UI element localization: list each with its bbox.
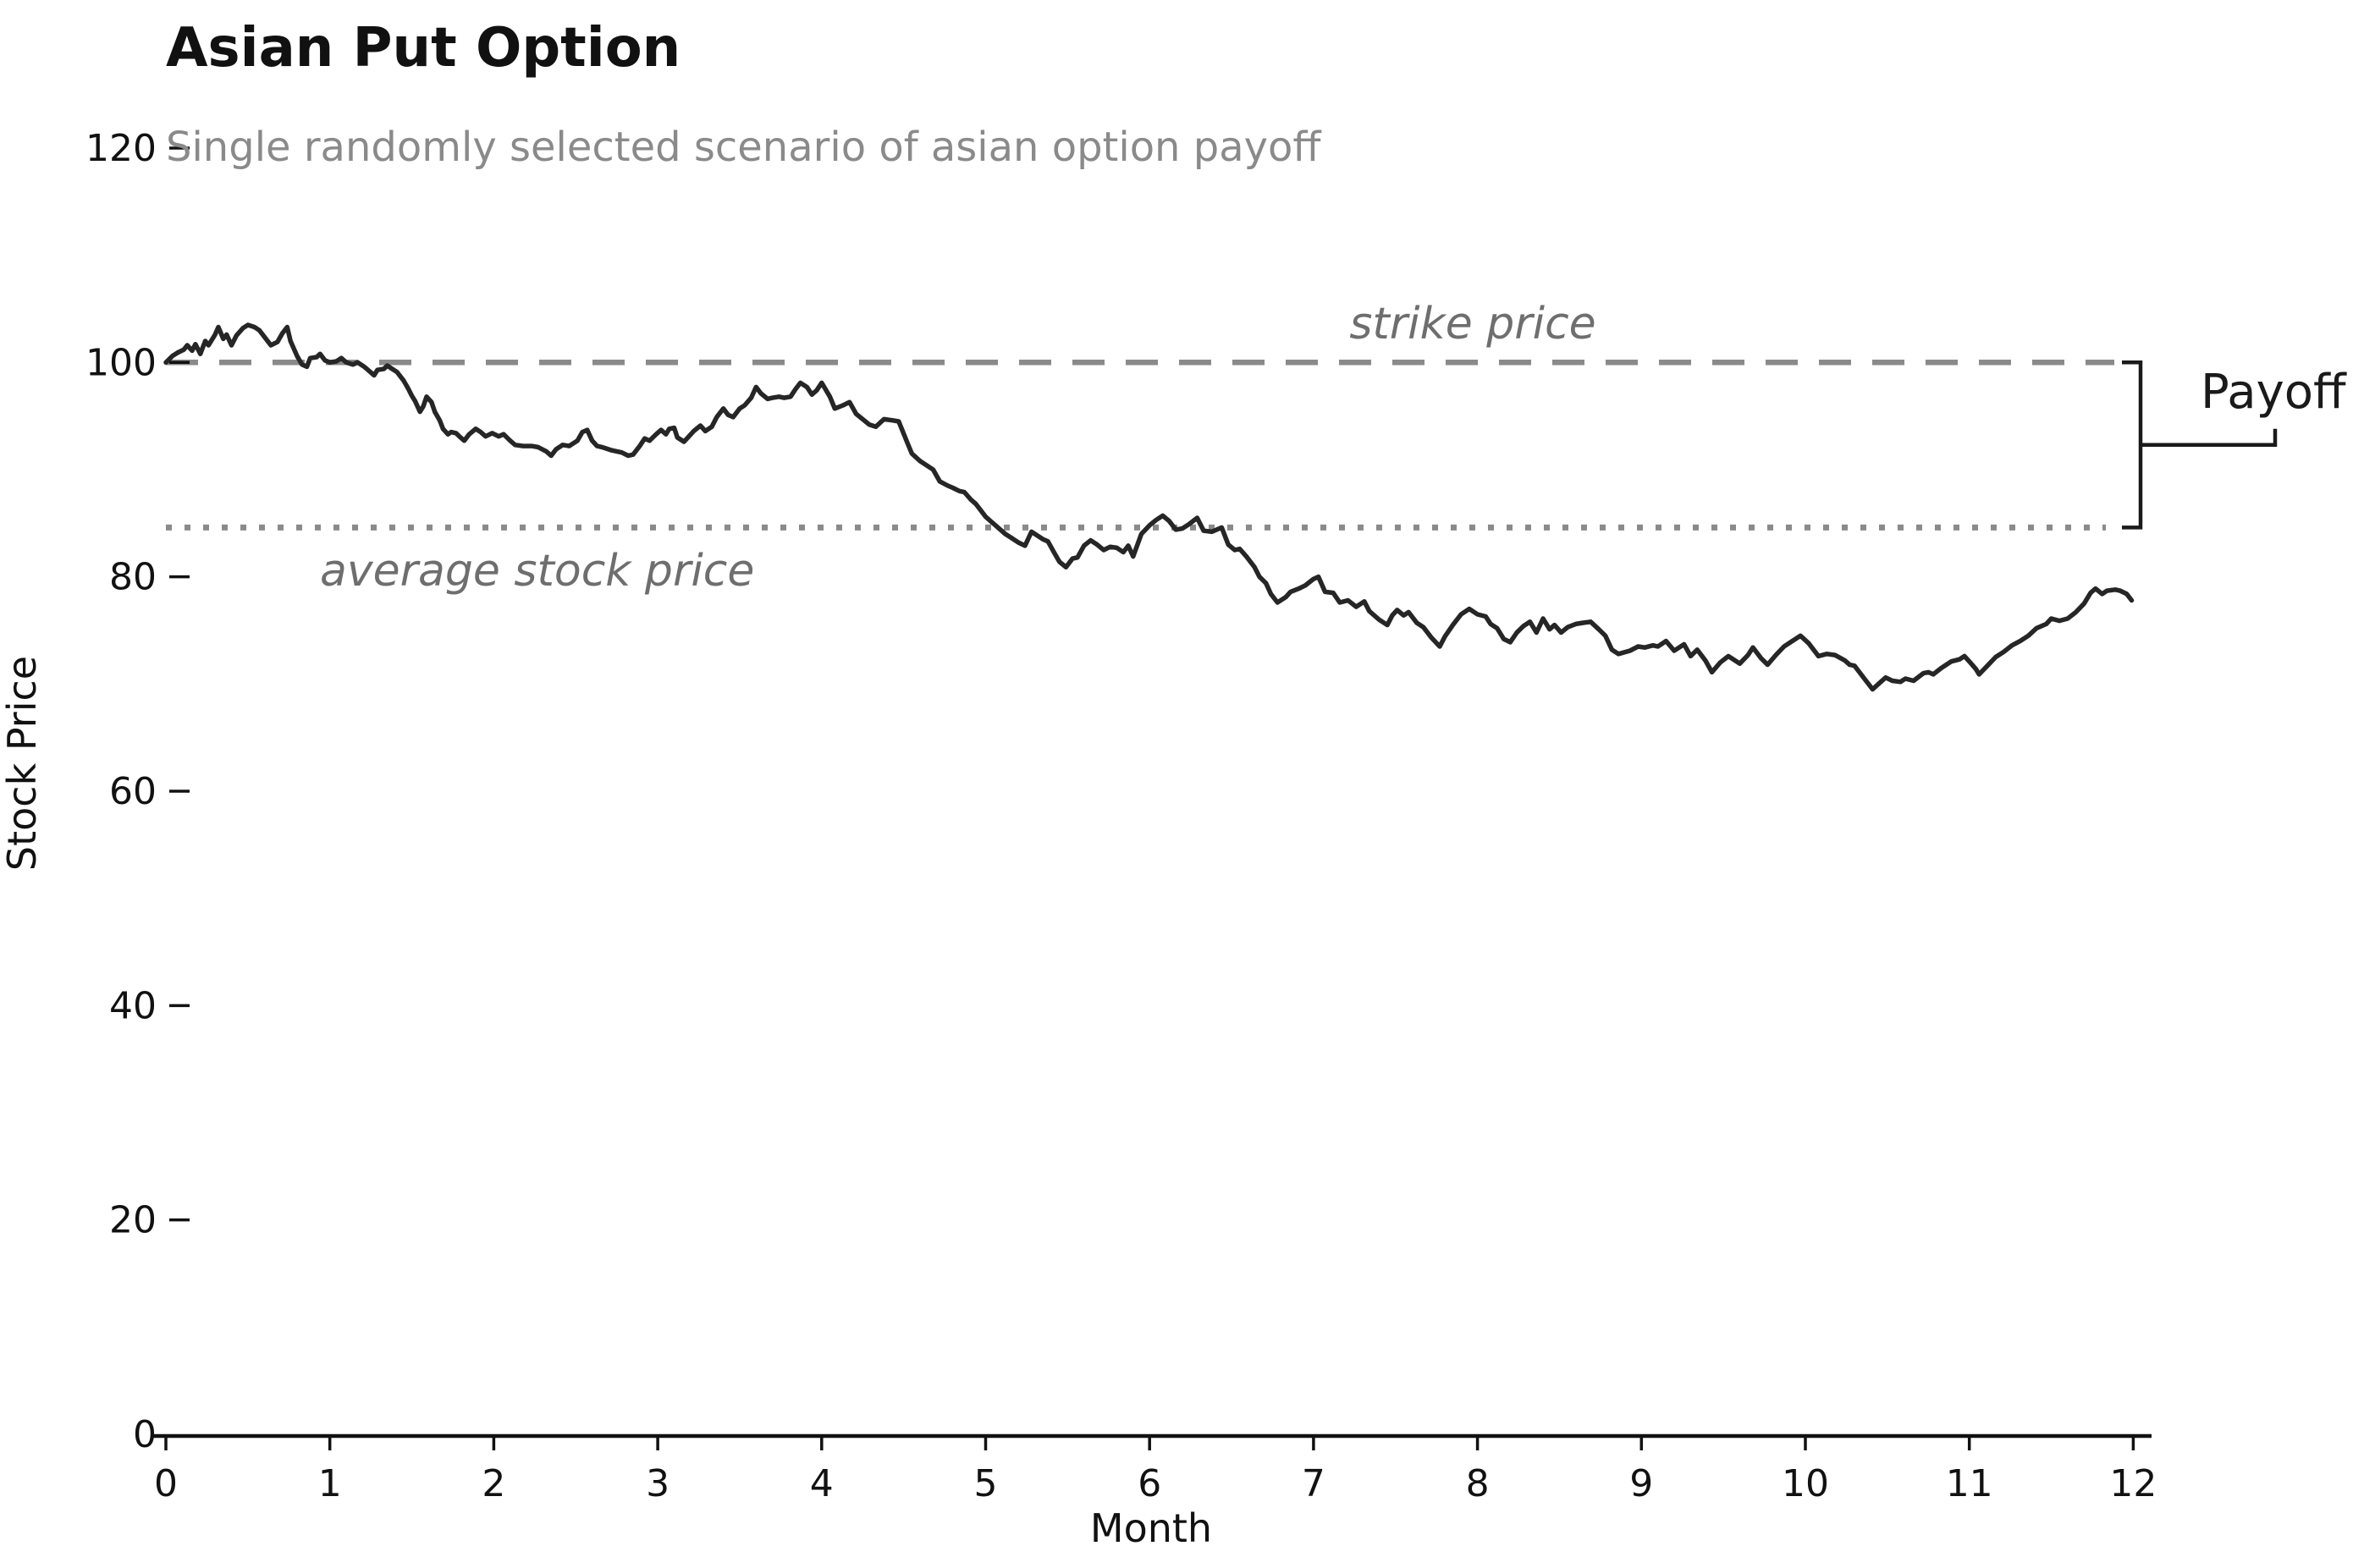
y-tick-label: 0 <box>133 1413 157 1456</box>
x-tick-label: 0 <box>154 1462 178 1505</box>
y-tick-label: 20 <box>109 1199 157 1242</box>
strike-price-label: strike price <box>1349 299 1595 349</box>
x-axis-label: Month <box>1090 1505 1212 1551</box>
x-tick-label: 7 <box>1302 1462 1325 1505</box>
x-tick-label: 1 <box>318 1462 342 1505</box>
y-tick-label: 80 <box>109 556 157 599</box>
x-axis-ticks: 0 1 2 3 4 5 6 7 8 9 10 11 12 <box>154 1436 2157 1505</box>
y-axis-ticks: 0 20 40 60 80 100 120 <box>85 127 190 1456</box>
x-tick-label: 4 <box>810 1462 834 1505</box>
chart-subtitle: Single randomly selected scenario of asi… <box>166 124 1321 171</box>
y-tick-label: 120 <box>85 127 157 170</box>
x-tick-label: 10 <box>1782 1462 1829 1505</box>
y-tick-label: 40 <box>109 984 157 1027</box>
average-stock-price-label: average stock price <box>320 546 754 597</box>
y-tick-label: 60 <box>109 770 157 813</box>
x-tick-label: 6 <box>1138 1462 1161 1505</box>
stock-price-curve <box>163 322 2135 692</box>
x-tick-label: 11 <box>1946 1462 1993 1505</box>
x-tick-label: 3 <box>646 1462 670 1505</box>
x-tick-label: 12 <box>2109 1462 2157 1505</box>
chart-title: Asian Put Option <box>166 17 681 80</box>
payoff-label: Payoff <box>2201 365 2347 420</box>
x-tick-label: 9 <box>1629 1462 1653 1505</box>
x-tick-label: 2 <box>482 1462 505 1505</box>
y-tick-label: 100 <box>85 341 157 384</box>
x-tick-label: 5 <box>974 1462 998 1505</box>
y-axis-label: Stock Price <box>0 656 45 871</box>
x-tick-label: 8 <box>1466 1462 1490 1505</box>
payoff-bracket <box>2122 360 2278 530</box>
